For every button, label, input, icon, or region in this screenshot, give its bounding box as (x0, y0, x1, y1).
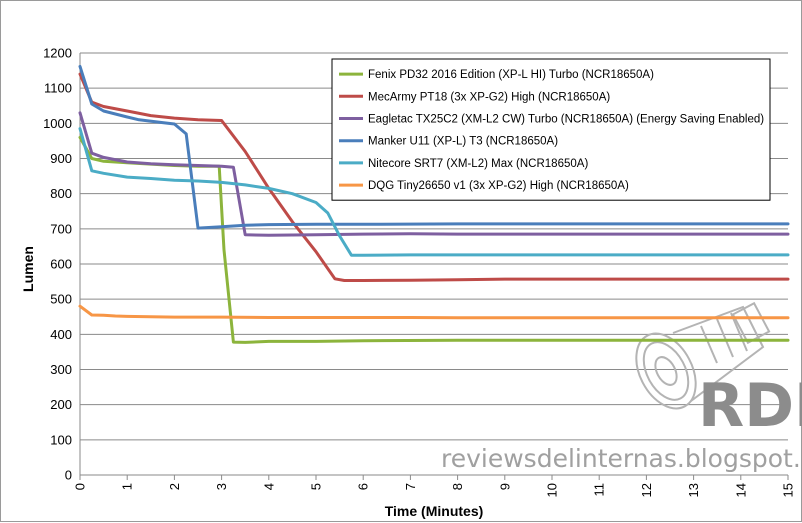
series-line-5 (78, 127, 790, 257)
x-tick-label: 6 (356, 483, 371, 490)
y-tick-label: 900 (50, 151, 72, 166)
y-tick-label: 500 (50, 292, 72, 307)
x-tick-label: 7 (403, 483, 418, 490)
y-tick-label: 600 (50, 257, 72, 272)
x-tick-label: 13 (686, 483, 701, 497)
legend-entry: Eagletac TX25C2 (XM-L2 CW) Turbo (NCR186… (368, 114, 764, 126)
x-tick-label: 1 (120, 483, 135, 490)
x-tick-label: 8 (450, 483, 465, 490)
series-line-3 (78, 111, 790, 237)
watermark-logo-text: RDL (698, 371, 802, 441)
watermark-site-text: reviewsdelinternas.blogspot.com (441, 444, 802, 473)
y-tick-label: 1200 (43, 46, 72, 61)
y-tick-label: 400 (50, 327, 72, 342)
legend-entry: DQG Tiny26650 v1 (3x XP-G2) High (NCR186… (368, 180, 629, 192)
y-tick-label: 100 (50, 432, 72, 447)
legend-entry: Manker U11 (XP-L) T3 (NCR18650A) (368, 136, 558, 148)
y-axis-ticks: 0 100 200 300 400 500 600 700 800 900 1000 1100 1200 (43, 46, 72, 483)
plot-area (79, 53, 788, 476)
series-line-2 (78, 72, 790, 282)
legend: Fenix PD32 2016 Edition (XP-L HI) Turbo … (331, 58, 771, 201)
legend-entry: MecArmy PT18 (3x XP-G2) High (NCR18650A) (368, 91, 610, 103)
x-tick-label: 2 (167, 483, 182, 490)
legend-box (331, 58, 771, 201)
y-tick-label: 1000 (43, 116, 72, 131)
legend-entry: Nitecore SRT7 (XM-L2) Max (NCR18650A) (368, 158, 588, 170)
x-tick-label: 4 (261, 483, 276, 490)
series-line-1 (78, 135, 790, 344)
x-axis-title: Time (Minutes) (385, 503, 484, 519)
x-tick-label: 11 (592, 483, 607, 497)
series-line-4 (78, 64, 790, 230)
x-axis-ticks: 0 1 2 3 4 5 6 7 8 9 10 11 12 13 14 15 (73, 475, 796, 497)
x-tick-label: 12 (639, 483, 654, 497)
y-tick-label: 1100 (44, 81, 72, 96)
y-tick-label: 800 (50, 186, 72, 201)
x-tick-label: 14 (733, 483, 748, 497)
watermark: RDL reviewsdelinternas.blogspot.com (441, 301, 802, 473)
y-tick-label: 700 (50, 221, 72, 236)
y-axis-title: Lumen (20, 246, 36, 292)
y-tick-label: 300 (50, 362, 72, 377)
y-tick-label: 200 (50, 397, 72, 412)
series-lines (78, 64, 790, 344)
x-tick-label: 9 (497, 483, 512, 490)
series-line-6 (78, 304, 790, 320)
watermark-flashlight-drawing (635, 301, 771, 410)
x-tick-label: 3 (214, 483, 229, 490)
x-tick-label: 15 (781, 483, 796, 497)
x-tick-label: 0 (73, 483, 88, 490)
x-tick-label: 10 (545, 483, 560, 497)
x-tick-label: 5 (309, 483, 324, 490)
legend-entry: Fenix PD32 2016 Edition (XP-L HI) Turbo … (368, 69, 654, 81)
y-tick-label: 0 (65, 468, 72, 483)
